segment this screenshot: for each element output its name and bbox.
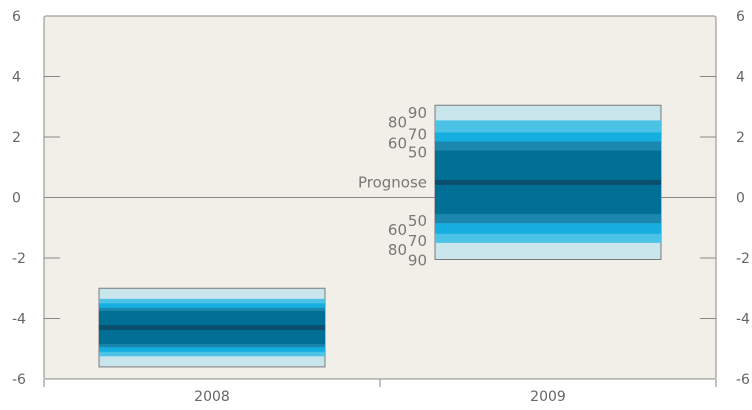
y-tick-label-right: 4 — [736, 70, 745, 86]
y-tick-label-left: -2 — [12, 251, 26, 267]
x-tick-label: 2008 — [194, 389, 230, 405]
y-tick-label-right: -6 — [736, 372, 750, 388]
band-label-lower-80: 80 — [388, 241, 407, 259]
band-label-upper-50: 50 — [408, 144, 427, 162]
band-label-upper-80: 80 — [388, 113, 407, 131]
band-label-lower-50: 50 — [408, 212, 427, 230]
y-tick-label-left: -4 — [12, 312, 26, 328]
x-tick-label: 2009 — [530, 389, 566, 405]
y-tick-label-right: 0 — [736, 191, 745, 207]
band-label-lower-90: 90 — [408, 252, 427, 270]
y-tick-label-right: -4 — [736, 312, 750, 328]
band-label-lower-60: 60 — [388, 221, 407, 239]
band-label-upper-60: 60 — [388, 135, 407, 153]
band-label-upper-90: 90 — [408, 104, 427, 122]
y-tick-label-right: -2 — [736, 251, 750, 267]
median-line-2009 — [435, 179, 661, 185]
band-label-upper-70: 70 — [408, 125, 427, 143]
central-label: Prognose — [358, 173, 427, 191]
y-tick-label-left: 6 — [12, 9, 21, 25]
median-line-2008 — [99, 325, 325, 331]
band-label-lower-70: 70 — [408, 232, 427, 250]
y-tick-label-left: 4 — [12, 70, 21, 86]
y-tick-label-left: 0 — [12, 191, 21, 207]
y-tick-label-left: 2 — [12, 130, 21, 146]
axes — [43, 76, 717, 387]
y-tick-label-right: 2 — [736, 130, 745, 146]
y-tick-label-right: 6 — [736, 9, 745, 25]
y-tick-label-left: -6 — [12, 372, 26, 388]
fan-bands — [98, 104, 662, 368]
